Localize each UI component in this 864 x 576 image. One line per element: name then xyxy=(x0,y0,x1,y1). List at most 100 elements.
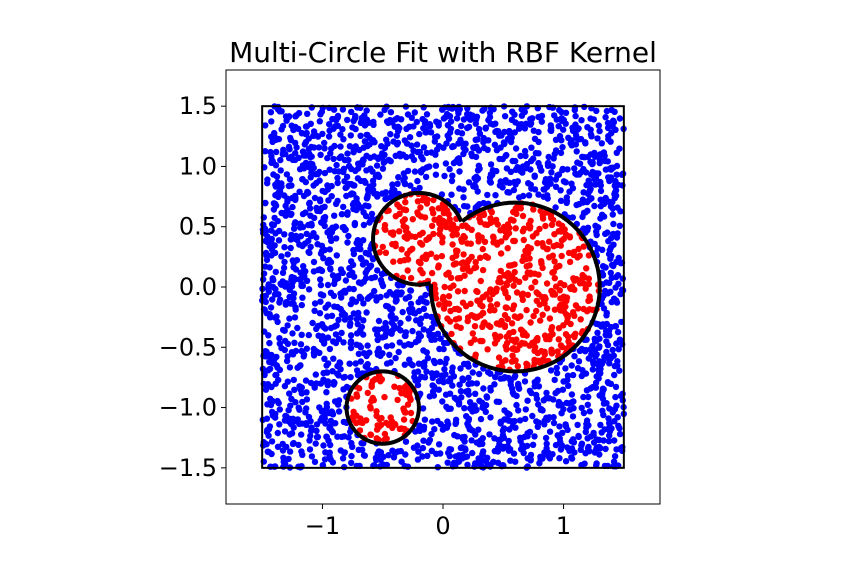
point-outside xyxy=(616,430,624,438)
point-inside xyxy=(440,293,447,301)
point-outside xyxy=(416,184,423,192)
point-inside xyxy=(454,275,462,282)
point-inside xyxy=(543,335,550,343)
point-outside xyxy=(546,428,554,435)
point-outside xyxy=(382,330,390,338)
point-outside xyxy=(614,272,622,279)
point-outside xyxy=(261,225,269,232)
point-inside xyxy=(401,216,408,223)
point-outside xyxy=(312,371,319,378)
point-inside xyxy=(436,230,443,238)
point-outside xyxy=(573,201,580,209)
point-outside xyxy=(475,370,483,378)
point-outside xyxy=(597,421,604,429)
point-outside xyxy=(364,142,371,150)
point-inside xyxy=(417,239,424,247)
point-inside xyxy=(428,222,436,230)
point-outside xyxy=(524,442,531,450)
point-outside xyxy=(383,292,390,299)
point-outside xyxy=(425,439,432,446)
point-outside xyxy=(349,201,357,208)
point-outside xyxy=(412,377,419,384)
point-outside xyxy=(574,365,582,372)
point-outside xyxy=(610,220,617,228)
point-outside xyxy=(280,264,288,272)
point-outside xyxy=(512,166,520,173)
point-outside xyxy=(472,390,479,397)
point-inside xyxy=(453,249,460,256)
point-outside xyxy=(313,380,320,387)
point-outside xyxy=(522,152,529,160)
point-outside xyxy=(275,399,282,407)
point-outside xyxy=(542,434,550,442)
point-outside xyxy=(511,417,518,425)
point-outside xyxy=(273,148,280,156)
point-outside xyxy=(502,416,510,423)
point-inside xyxy=(376,249,383,256)
point-outside xyxy=(531,186,539,193)
point-outside xyxy=(298,448,305,455)
point-outside xyxy=(606,405,613,412)
point-outside xyxy=(473,176,480,184)
point-outside xyxy=(346,322,354,329)
point-outside xyxy=(591,202,598,210)
point-outside xyxy=(348,108,355,116)
point-outside xyxy=(281,258,288,266)
point-outside xyxy=(594,135,601,142)
point-inside xyxy=(486,288,494,295)
point-inside xyxy=(487,323,494,331)
point-outside xyxy=(262,237,269,245)
point-outside xyxy=(344,239,351,246)
point-outside xyxy=(260,276,267,283)
point-outside xyxy=(402,438,410,445)
point-outside xyxy=(392,190,400,198)
point-outside xyxy=(484,146,491,153)
point-outside xyxy=(420,144,428,151)
point-outside xyxy=(279,447,287,454)
point-outside xyxy=(330,155,337,163)
point-outside xyxy=(591,176,598,183)
point-outside xyxy=(311,214,318,222)
decision-boundary xyxy=(344,191,602,446)
point-outside xyxy=(479,457,486,464)
point-inside xyxy=(404,401,412,408)
point-outside xyxy=(400,170,407,177)
point-outside xyxy=(553,369,561,377)
point-outside xyxy=(356,293,363,300)
y-tick-label: 0.0 xyxy=(179,273,217,301)
point-outside xyxy=(332,115,339,123)
y-tick-label: 1.0 xyxy=(179,152,217,180)
point-inside xyxy=(353,393,361,400)
point-outside xyxy=(317,298,324,305)
point-outside xyxy=(534,377,541,384)
point-outside xyxy=(335,372,342,379)
point-outside xyxy=(356,342,363,349)
point-outside xyxy=(327,456,334,463)
point-outside xyxy=(305,286,313,293)
point-inside xyxy=(435,205,442,212)
point-outside xyxy=(598,140,605,147)
point-outside xyxy=(294,324,301,332)
point-inside xyxy=(464,317,471,325)
point-inside xyxy=(404,267,411,274)
point-outside xyxy=(332,331,340,338)
point-outside xyxy=(388,319,395,326)
point-outside xyxy=(327,417,335,425)
point-inside xyxy=(577,316,584,323)
chart-title: Multi-Circle Fit with RBF Kernel xyxy=(229,36,657,69)
point-inside xyxy=(554,348,561,355)
point-outside xyxy=(381,106,388,114)
point-outside xyxy=(556,132,564,140)
point-outside xyxy=(509,389,517,396)
point-outside xyxy=(531,172,538,179)
point-outside xyxy=(595,122,602,129)
point-outside xyxy=(439,398,446,405)
point-outside xyxy=(444,459,451,466)
point-outside xyxy=(440,115,448,122)
point-inside xyxy=(580,243,587,250)
point-inside xyxy=(551,258,558,265)
point-outside xyxy=(560,126,567,133)
point-outside xyxy=(605,174,612,181)
point-outside xyxy=(471,144,478,152)
point-outside xyxy=(615,346,622,353)
